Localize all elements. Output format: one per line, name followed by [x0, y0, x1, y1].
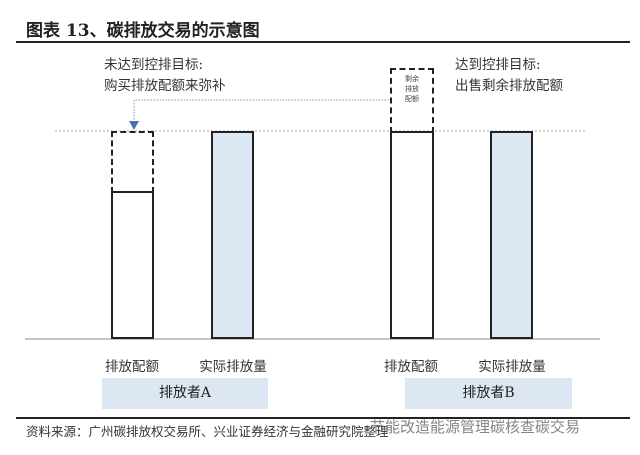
figure-title: 图表 13、碳排放交易的示意图 — [26, 21, 260, 41]
bar-label: 实际排放量 — [199, 359, 267, 375]
arrow-down-icon — [129, 121, 139, 130]
shortfall-dashed-box — [111, 131, 154, 193]
source-rule — [16, 417, 630, 419]
annotation-b-line1: 达到控排目标: — [455, 57, 541, 73]
bar-b-actual — [490, 131, 533, 339]
bar-label: 排放配额 — [384, 359, 438, 375]
annotation-b: 达到控排目标: 出售剩余排放配额 — [455, 55, 563, 97]
surplus-dashed-box: 剩余排放配额 — [390, 68, 434, 133]
annotation-a-line2: 购买排放配额来弥补 — [104, 78, 226, 94]
group-label-a: 排放者A — [102, 378, 268, 409]
annotation-a-line1: 未达到控排目标: — [104, 57, 204, 73]
annotation-a: 未达到控排目标: 购买排放配额来弥补 — [104, 55, 226, 97]
bar-b-allowance — [390, 131, 434, 339]
transfer-arrow-line — [133, 99, 392, 122]
bar-a-allowance — [111, 191, 154, 339]
watermark: 节能改造能源管理碳核查碳交易 — [370, 418, 581, 436]
title-rule — [16, 41, 630, 43]
bar-label: 排放配额 — [105, 359, 159, 375]
group-label-b: 排放者B — [405, 378, 572, 409]
bar-label: 实际排放量 — [478, 359, 546, 375]
surplus-label: 剩余排放配额 — [405, 75, 419, 103]
bar-a-actual — [211, 131, 254, 339]
annotation-b-line2: 出售剩余排放配额 — [455, 78, 563, 94]
source-note: 资料来源：广州碳排放权交易所、兴业证券经济与金融研究院整理 — [26, 424, 389, 439]
